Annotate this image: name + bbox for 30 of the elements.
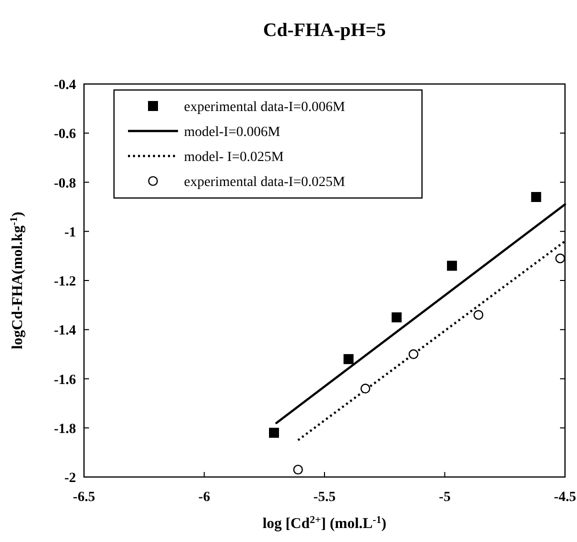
y-tick-label: -0.4	[54, 78, 76, 93]
y-tick-label: -1	[64, 225, 76, 240]
x-tick-label: -6.5	[72, 490, 96, 505]
y-tick-label: -0.6	[54, 127, 76, 142]
chart-title: Cd-FHA-pH=5	[263, 20, 386, 41]
legend-label: experimental data-I=0.025M	[184, 175, 346, 190]
point	[408, 349, 418, 360]
y-tick-label: -1.8	[54, 422, 76, 437]
point	[555, 253, 566, 264]
x-tick-label: -5.5	[313, 490, 336, 505]
legend-label: model-I=0.006M	[184, 125, 281, 140]
point	[531, 192, 542, 202]
point	[392, 312, 402, 322]
x-tick-label: -6	[198, 490, 210, 505]
y-tick-label: -1.4	[54, 324, 76, 339]
x-axis-title: log [Cd$^{2+}$] (mol.L$^{-1}$)	[262, 514, 386, 532]
point	[344, 354, 354, 364]
legend-label: experimental data-I=0.006M	[184, 100, 346, 115]
y-tick-label: -0.8	[54, 176, 76, 192]
legend-label: model- I=0.025M	[184, 150, 284, 165]
y-tick-label: -1.2	[54, 274, 76, 290]
point	[474, 310, 484, 320]
x-tick-label: -4.5	[554, 490, 576, 505]
x-tick-label: -5	[438, 490, 451, 505]
point	[293, 464, 303, 475]
point	[268, 428, 279, 438]
point	[360, 384, 370, 394]
y-tick-label: -2	[64, 471, 76, 486]
y-tick-label: -1.6	[54, 372, 76, 388]
point	[446, 260, 457, 271]
